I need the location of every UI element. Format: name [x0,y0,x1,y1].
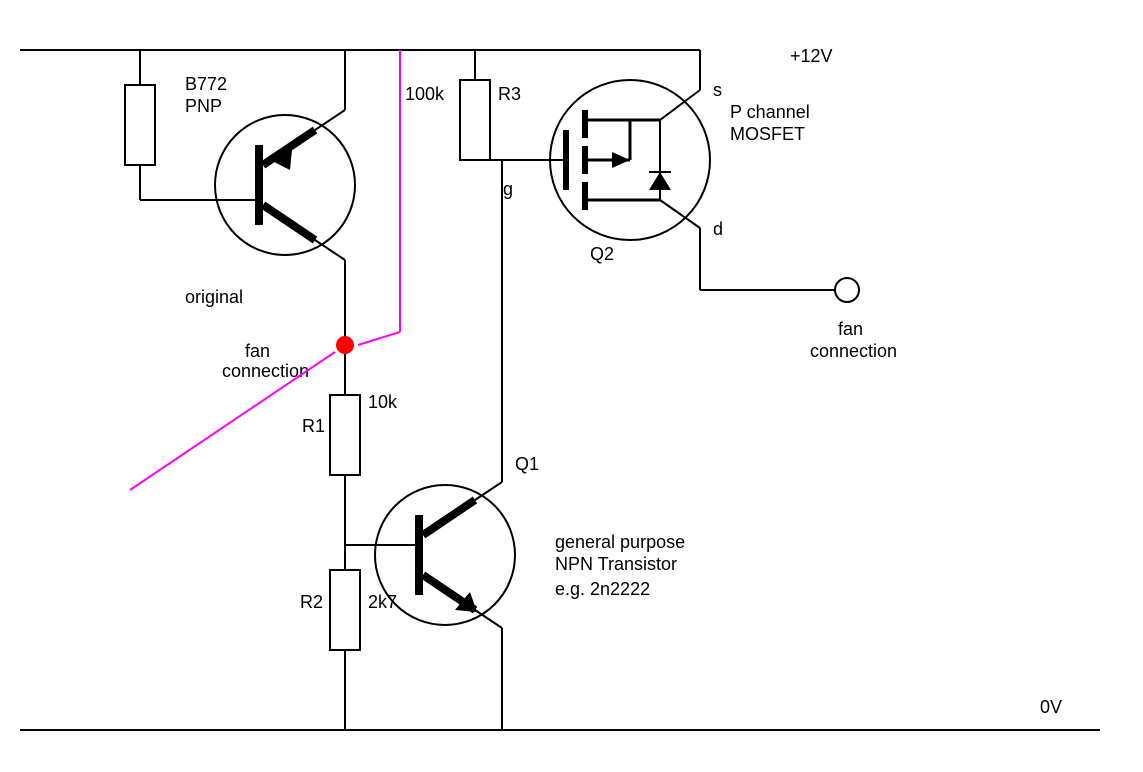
label-r1-val: 10k [368,392,398,412]
resistor-left [125,50,155,200]
label-q2-s: s [713,80,722,100]
transistor-pnp-b772 [215,115,355,255]
schematic-canvas: +12V 0V B772 PNP original fan connection [0,0,1143,772]
resistor-r3 [460,50,502,160]
label-pnp-fan1: fan [245,341,270,361]
label-q1-desc2: NPN Transistor [555,554,677,574]
label-bottom-rail: 0V [1040,697,1062,717]
resistor-r2 [330,570,360,650]
mosfet-q2-pchannel [550,80,710,240]
wire-q1e-diag [475,610,502,628]
transistor-q1-npn [375,485,515,625]
label-r1-ref: R1 [302,416,325,436]
label-q2-type1: P channel [730,102,810,122]
label-q2-fan1: fan [838,319,863,339]
resistor-r1 [330,395,360,475]
label-r3-ref: R3 [498,84,521,104]
label-q2-d: d [713,219,723,239]
label-r3-val: 100k [405,84,445,104]
junction-dot [336,336,354,354]
label-pnp-original: original [185,287,243,307]
label-q1-ref: Q1 [515,454,539,474]
fan-connector-terminal [835,278,859,302]
wire-pnp-collector [315,110,345,130]
label-top-rail: +12V [790,46,833,66]
label-q2-g: g [503,179,513,199]
wire-pnp-emitter-diag [315,240,345,260]
label-q2-type2: MOSFET [730,124,805,144]
label-q2-fan2: connection [810,341,897,361]
label-q1-desc1: general purpose [555,532,685,552]
label-r2-ref: R2 [300,592,323,612]
wire-q1c-diag [475,482,502,500]
label-pnp-ref1: B772 [185,74,227,94]
label-q1-desc3: e.g. 2n2222 [555,579,650,599]
label-q2-ref: Q2 [590,244,614,264]
label-pnp-ref2: PNP [185,96,222,116]
